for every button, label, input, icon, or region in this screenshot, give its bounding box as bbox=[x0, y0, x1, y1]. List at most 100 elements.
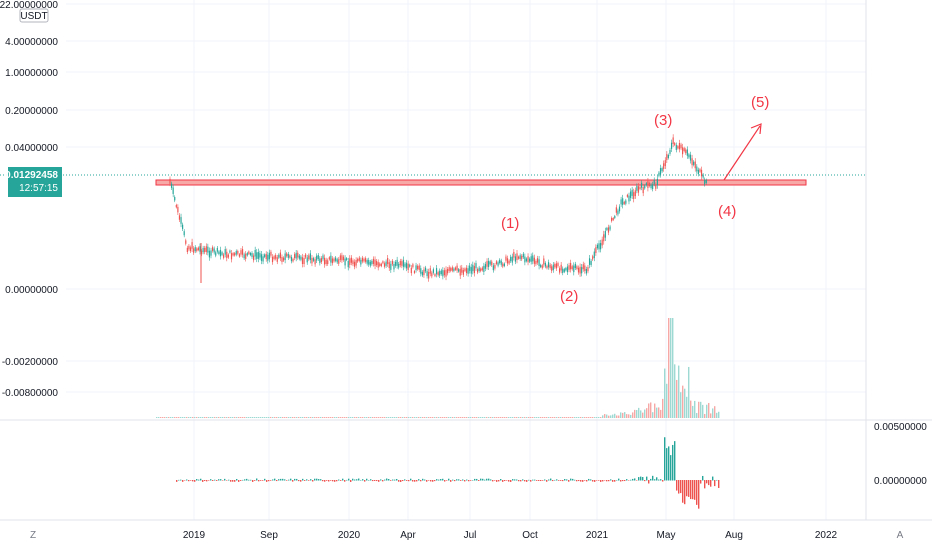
indicator-bar bbox=[514, 479, 516, 481]
candle-body bbox=[421, 271, 423, 276]
indicator-bar bbox=[684, 480, 686, 505]
indicator-bar bbox=[416, 480, 418, 482]
candle-body bbox=[592, 256, 594, 260]
volume-bar bbox=[294, 417, 296, 418]
volume-bar bbox=[274, 417, 276, 418]
indicator-bar bbox=[324, 480, 326, 482]
candle-body bbox=[502, 263, 504, 267]
indicator-bar bbox=[314, 478, 316, 481]
indicator-bar bbox=[562, 480, 564, 482]
candle-body bbox=[273, 256, 275, 260]
indicator-bar bbox=[600, 480, 602, 482]
indicator-bar bbox=[598, 480, 600, 481]
volume-bar bbox=[400, 417, 402, 418]
candle-body bbox=[387, 257, 389, 264]
indicator-bar bbox=[178, 479, 180, 481]
wave-label-3[interactable]: (3) bbox=[654, 112, 672, 129]
volume-bar bbox=[640, 410, 642, 418]
volume-bar bbox=[628, 414, 630, 418]
x-tick-6: 2021 bbox=[586, 530, 609, 541]
log-scale-button[interactable]: Z bbox=[30, 530, 36, 541]
indicator-bar bbox=[258, 480, 260, 482]
volume-bar bbox=[342, 417, 344, 418]
indicator-bar bbox=[460, 480, 462, 481]
volume-bar bbox=[504, 417, 506, 418]
volume-bar bbox=[648, 403, 650, 418]
volume-bar bbox=[178, 417, 180, 418]
wave-label-2[interactable]: (2) bbox=[560, 288, 578, 305]
indicator-bar bbox=[666, 448, 668, 481]
volume-bar bbox=[582, 417, 584, 418]
volume-bar bbox=[418, 417, 420, 418]
indicator-bar bbox=[378, 480, 380, 482]
volume-bar bbox=[618, 415, 620, 418]
volume-bar bbox=[584, 417, 586, 418]
indicator-bar bbox=[224, 478, 226, 481]
volume-bar bbox=[514, 417, 516, 418]
candle-body bbox=[467, 268, 469, 274]
candles[interactable] bbox=[169, 134, 707, 283]
volume-bar bbox=[524, 417, 526, 418]
indicator-bar bbox=[692, 480, 694, 500]
indicator-bar bbox=[214, 479, 216, 481]
volume-bar bbox=[634, 409, 636, 418]
candle-body bbox=[306, 257, 308, 263]
volume-bar bbox=[300, 417, 302, 418]
candle-body bbox=[500, 260, 502, 265]
candle-body bbox=[349, 258, 351, 265]
candle-body bbox=[275, 255, 277, 259]
candle-body bbox=[199, 246, 201, 252]
candle-body bbox=[601, 239, 603, 246]
candle-body bbox=[505, 256, 507, 261]
candle-body bbox=[380, 263, 382, 267]
volume-bar bbox=[414, 417, 416, 418]
candle-body bbox=[513, 251, 515, 258]
candle-body bbox=[240, 250, 242, 255]
volume-bar bbox=[286, 417, 288, 418]
candle-body bbox=[517, 256, 520, 259]
wave-label-4[interactable]: (4) bbox=[718, 203, 736, 220]
indicator-bar bbox=[328, 480, 330, 482]
indicator-bar bbox=[176, 480, 178, 482]
candle-body bbox=[390, 263, 392, 270]
volume-bar bbox=[424, 417, 426, 418]
candle-body bbox=[682, 147, 684, 155]
volume-bar bbox=[624, 412, 626, 418]
candle-body bbox=[546, 265, 548, 269]
candle-body bbox=[227, 254, 229, 258]
candle-body bbox=[634, 190, 636, 197]
volume-bar bbox=[448, 417, 450, 418]
resistance-zone[interactable] bbox=[155, 179, 807, 186]
candle-body bbox=[541, 265, 543, 269]
volume-bar bbox=[352, 417, 354, 418]
candle-body bbox=[259, 253, 261, 258]
volume-bar bbox=[552, 417, 554, 418]
volume-bar bbox=[382, 417, 384, 418]
volume-bar bbox=[328, 417, 330, 418]
candle-body bbox=[298, 255, 300, 259]
indicator-bar bbox=[384, 479, 386, 481]
candle-body bbox=[666, 154, 668, 161]
currency-badge[interactable] bbox=[19, 8, 49, 23]
indicator-bar bbox=[472, 479, 474, 481]
indicator-bar bbox=[578, 480, 580, 482]
projection-arrow[interactable] bbox=[723, 123, 762, 181]
candle-body bbox=[401, 261, 403, 266]
candle-body bbox=[696, 166, 698, 172]
auto-scale-button[interactable]: A bbox=[897, 530, 904, 541]
volume-bar bbox=[588, 417, 590, 418]
volume-bar bbox=[248, 417, 250, 418]
candle-body bbox=[224, 249, 226, 255]
candle-body bbox=[339, 255, 341, 260]
wave-label-1[interactable]: (1) bbox=[501, 215, 519, 232]
volume-bar bbox=[284, 417, 286, 418]
volume-bar bbox=[214, 417, 216, 418]
volume-bar bbox=[162, 417, 164, 418]
wave-label-5[interactable]: (5) bbox=[751, 94, 769, 111]
volume-bar bbox=[544, 417, 546, 418]
candle-body bbox=[294, 254, 296, 259]
candle-body bbox=[506, 258, 509, 264]
candle-body bbox=[418, 265, 420, 270]
volume-bar bbox=[698, 401, 700, 418]
